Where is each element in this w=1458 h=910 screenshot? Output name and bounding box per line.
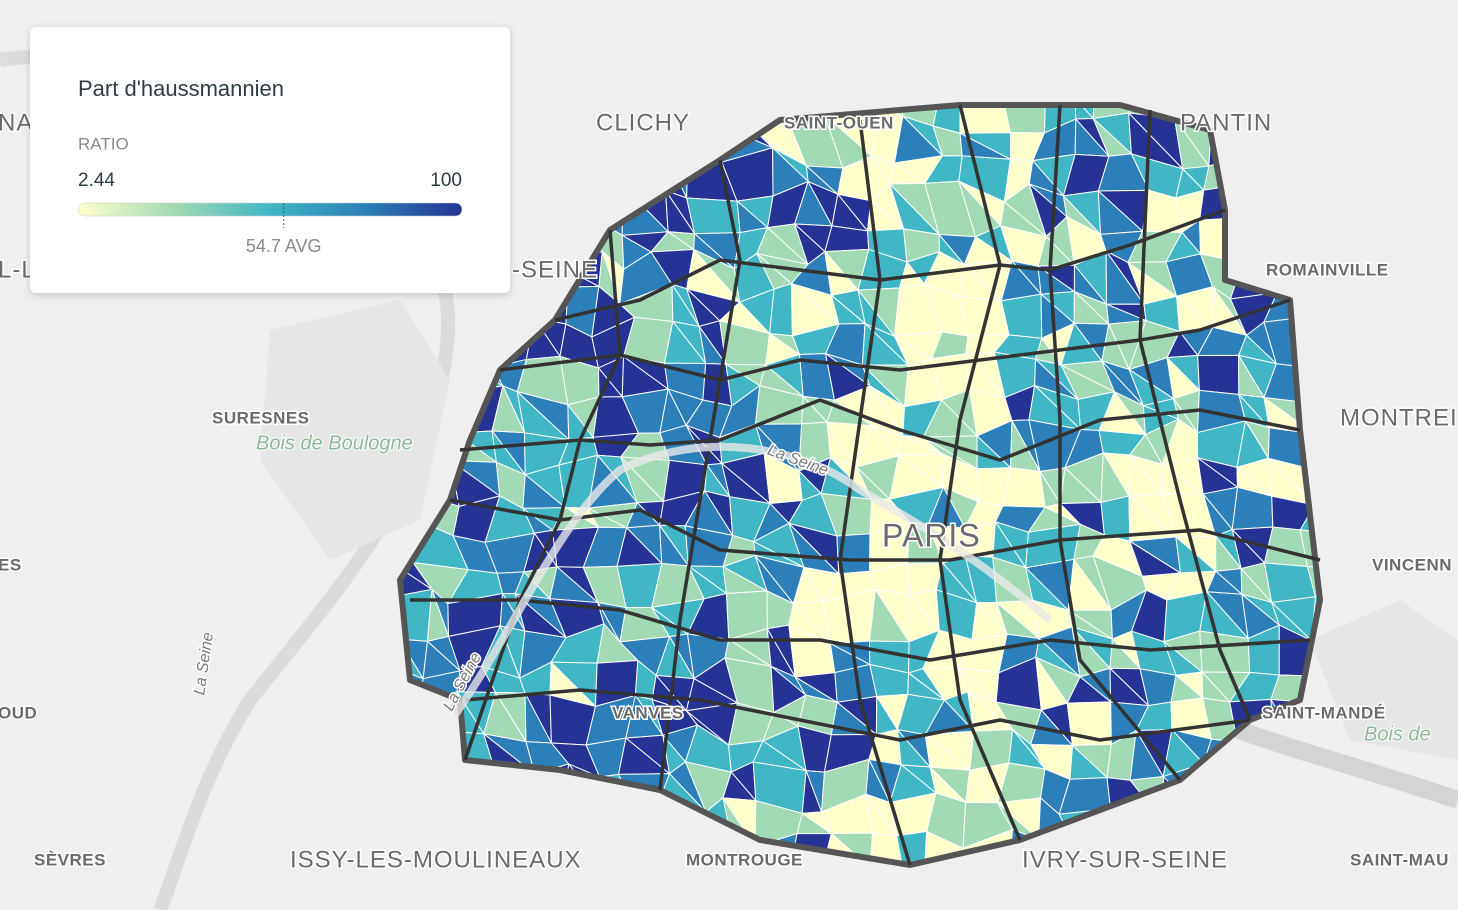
legend-ramp (77, 202, 463, 217)
place-label: OUD (0, 703, 37, 722)
place-label: MONTROUGE (686, 850, 803, 869)
place-label: SAINT-MANDÉ (1262, 703, 1386, 722)
place-label: NA (0, 109, 33, 136)
legend-average-label: 54.7 AVG (246, 236, 322, 256)
place-label: VANVES (612, 703, 684, 722)
seine (451, 442, 1053, 718)
legend-metric: RATIO (78, 134, 129, 153)
map-cell (1197, 354, 1240, 396)
arrondissement-borders (400, 105, 1320, 865)
map-cell (1199, 630, 1251, 674)
park-label: Bois de (1364, 723, 1431, 745)
park-label: Bois de Boulogne (256, 432, 413, 454)
place-label: PANTIN (1180, 109, 1272, 136)
map-cell (1002, 467, 1046, 508)
place-labels: CLICHY SAINT-OUEN PANTIN ROMAINVILLE MON… (0, 108, 1458, 875)
place-label: MONTREI (1340, 404, 1458, 431)
place-label: SÈVRES (34, 850, 106, 869)
legend-min: 2.44 (78, 170, 115, 191)
place-label: SURESNES (212, 408, 310, 427)
place-label: PARIS (882, 517, 981, 553)
place-label: -SEINE (512, 256, 598, 283)
legend: Part d'haussmannien RATIO 2.44 100 54.7 … (30, 27, 510, 293)
legend-card (30, 27, 510, 293)
legend-max: 100 (430, 170, 462, 191)
legend-title: Part d'haussmannien (78, 76, 284, 101)
place-label: SAINT-MAU (1350, 850, 1449, 869)
place-label: SAINT-OUEN (784, 113, 894, 132)
place-label: CLICHY (596, 109, 690, 136)
place-label: ROMAINVILLE (1266, 260, 1389, 279)
map-cell (824, 225, 870, 253)
place-label: IVRY-SUR-SEINE (1022, 846, 1228, 873)
place-label: VINCENN (1372, 555, 1452, 574)
place-label: ISSY-LES-MOULINEAUX (290, 846, 582, 873)
place-label: ES (0, 555, 22, 574)
